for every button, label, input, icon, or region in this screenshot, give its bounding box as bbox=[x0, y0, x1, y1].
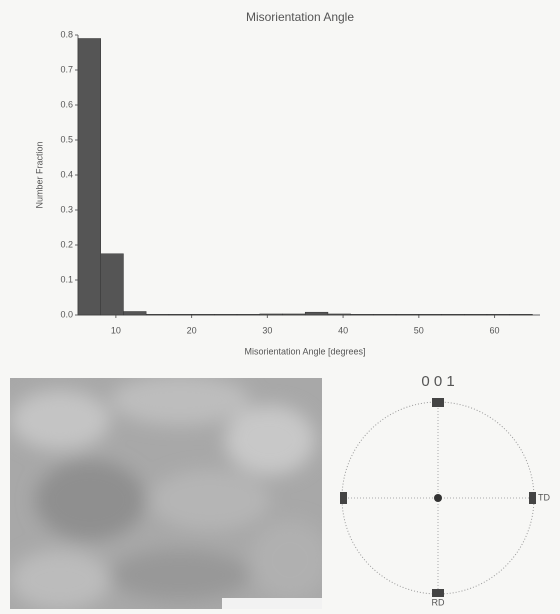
bar bbox=[123, 311, 147, 316]
y-tick-label: 0.6 bbox=[60, 99, 73, 109]
bar bbox=[100, 253, 124, 316]
y-tick-label: 0.4 bbox=[60, 169, 73, 179]
bar bbox=[214, 314, 238, 316]
x-tick-label: 30 bbox=[262, 325, 272, 335]
bar bbox=[77, 38, 101, 316]
y-tick-label: 0.1 bbox=[60, 274, 73, 284]
y-tick-label: 0.3 bbox=[60, 204, 73, 214]
pole-figure-label: TD bbox=[538, 492, 550, 502]
bar bbox=[304, 311, 329, 316]
bar bbox=[418, 314, 442, 316]
y-tick-label: 0.7 bbox=[60, 64, 73, 74]
x-tick-label: 20 bbox=[187, 325, 197, 335]
y-tick-label: 0.0 bbox=[60, 309, 73, 319]
pole-figure-label: RD bbox=[432, 597, 445, 607]
x-tick-label: 10 bbox=[111, 325, 121, 335]
bar bbox=[395, 314, 420, 316]
bar bbox=[191, 314, 215, 316]
y-axis-label: Number Fraction bbox=[34, 141, 44, 208]
x-tick-label: 40 bbox=[338, 325, 348, 335]
bar bbox=[464, 314, 488, 316]
bar bbox=[327, 313, 351, 316]
pole-figure bbox=[340, 398, 536, 597]
bar bbox=[168, 314, 192, 316]
bar bbox=[282, 313, 306, 316]
y-tick-label: 0.2 bbox=[60, 239, 73, 249]
x-tick-label: 60 bbox=[490, 325, 500, 335]
bar bbox=[486, 314, 510, 316]
pole-figure-title: 0 0 1 bbox=[421, 373, 454, 390]
bar bbox=[236, 314, 261, 316]
bar bbox=[373, 314, 397, 316]
bar bbox=[441, 314, 465, 316]
bar bbox=[259, 313, 283, 316]
micrograph bbox=[10, 378, 322, 609]
y-tick-label: 0.5 bbox=[60, 134, 73, 144]
chart-title: Misorientation Angle bbox=[246, 10, 354, 24]
x-axis-label: Misorientation Angle [degrees] bbox=[244, 346, 365, 356]
bar bbox=[145, 314, 170, 316]
bar bbox=[509, 314, 533, 316]
x-tick-label: 50 bbox=[414, 325, 424, 335]
y-tick-label: 0.8 bbox=[60, 29, 73, 39]
bar bbox=[350, 314, 374, 316]
